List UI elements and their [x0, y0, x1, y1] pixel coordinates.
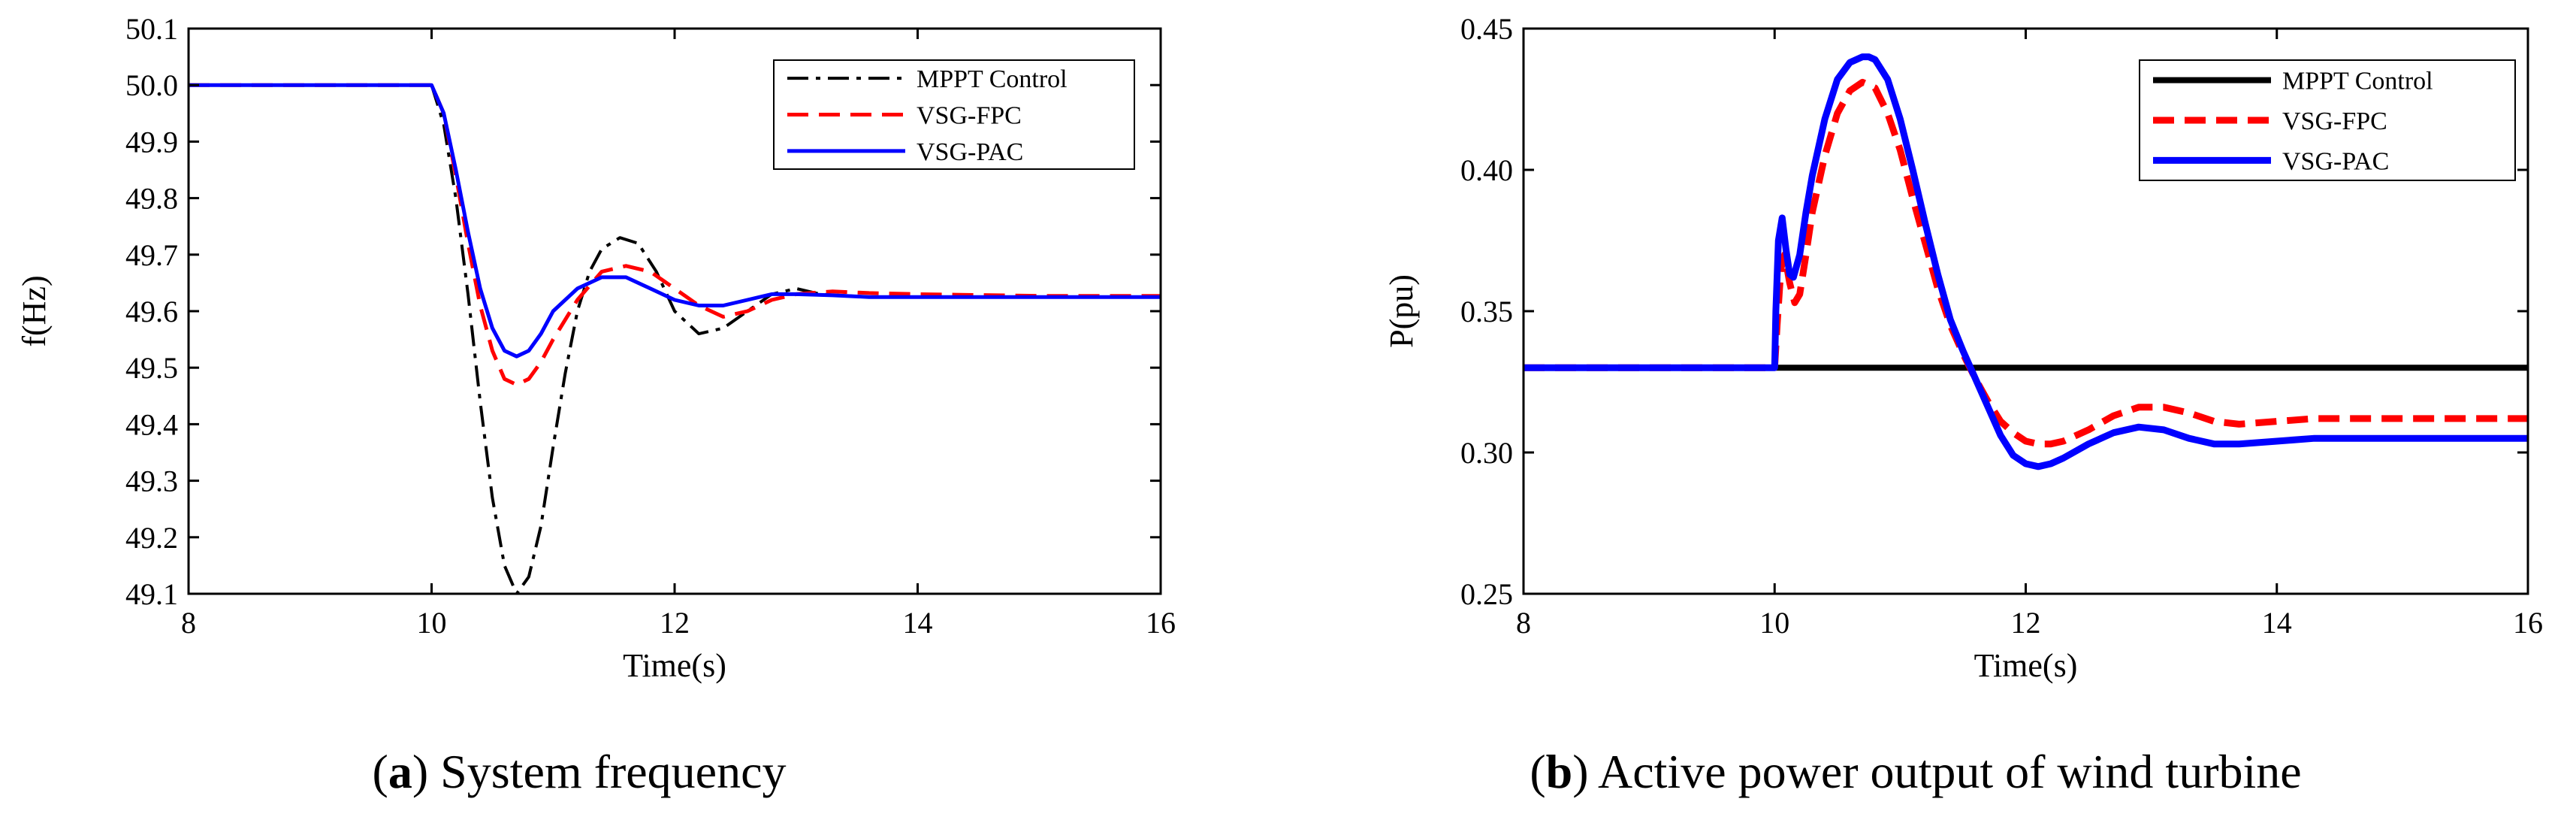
figure-caption: (a) System frequency — [373, 745, 787, 798]
series-line-vsg-fpc — [189, 83, 1161, 387]
series-line-vsg-pac — [189, 83, 1161, 359]
y-axis-label: f(Hz) — [16, 275, 53, 346]
x-tick-label: 16 — [1146, 606, 1176, 640]
y-axis-label: P(pu) — [1383, 274, 1420, 348]
x-tick-label: 12 — [660, 606, 690, 640]
caption-paren-open: ( — [1530, 745, 1545, 798]
x-tick-label: 16 — [2513, 606, 2543, 640]
x-tick-label: 14 — [2262, 606, 2292, 640]
x-tick-label: 12 — [2011, 606, 2041, 640]
x-tick-label: 10 — [1759, 606, 1789, 640]
legend-label: VSG-PAC — [2282, 147, 2389, 175]
y-tick-label: 49.3 — [125, 464, 178, 498]
y-tick-label: 0.40 — [1460, 153, 1513, 187]
caption-paren-open: ( — [373, 745, 388, 798]
plot-area — [189, 83, 1161, 594]
y-tick-label: 49.5 — [125, 351, 178, 385]
legend-label: VSG-FPC — [2282, 107, 2387, 135]
y-tick-label: 0.45 — [1460, 12, 1513, 46]
y-tick-label: 50.0 — [125, 68, 178, 102]
y-tick-label: 0.35 — [1460, 295, 1513, 328]
y-tick-label: 49.1 — [125, 577, 178, 611]
caption-text: System frequency — [428, 745, 786, 798]
legend-label: VSG-PAC — [917, 138, 1023, 166]
y-tick-label: 0.25 — [1460, 577, 1513, 611]
y-tick-label: 50.1 — [125, 12, 178, 46]
x-axis-label: Time(s) — [623, 647, 726, 684]
caption-text: Active power output of wind turbine — [1589, 745, 2302, 798]
x-tick-label: 8 — [181, 606, 196, 640]
plot-area — [1524, 53, 2528, 471]
legend-label: MPPT Control — [917, 65, 1068, 93]
x-axis-label: Time(s) — [1974, 647, 2078, 684]
caption-paren-close: ) — [1572, 745, 1588, 798]
x-tick-label: 14 — [903, 606, 933, 640]
y-tick-label: 49.8 — [125, 182, 178, 216]
legend: MPPT Control VSG-FPC VSG-PAC — [773, 59, 1135, 170]
legend-label: MPPT Control — [2282, 68, 2433, 95]
x-tick-label: 10 — [417, 606, 447, 640]
y-tick-label: 49.9 — [125, 125, 178, 159]
y-tick-label: 49.7 — [125, 238, 178, 272]
caption-paren-close: ) — [412, 745, 428, 798]
legend: MPPT Control VSG-FPC VSG-PAC — [2139, 59, 2516, 181]
series-line-vsg-pac — [1524, 53, 2528, 471]
y-tick-label: 49.4 — [125, 407, 178, 441]
y-tick-label: 0.30 — [1460, 436, 1513, 470]
y-tick-label: 49.2 — [125, 521, 178, 555]
y-tick-label: 49.6 — [125, 295, 178, 328]
legend-label: VSG-FPC — [917, 102, 1022, 130]
caption-letter: a — [388, 745, 412, 798]
x-tick-label: 8 — [1516, 606, 1531, 640]
caption-letter: b — [1546, 745, 1573, 798]
chart-b-active-power-output: 8 10 12 14 16 0.25 0.30 0.35 0.40 0.45 Time(s) P(pu… — [1383, 12, 2543, 798]
chart-a-system-frequency: 8 10 12 14 16 49.1 49.2 49.3 49.4 49.5 49.6 49.7 49.… — [16, 12, 1176, 798]
series-line-mppt-control — [189, 83, 1161, 594]
figure-caption: (b) Active power output of wind turbine — [1530, 745, 2301, 798]
series-line-vsg-fpc — [1524, 78, 2528, 448]
